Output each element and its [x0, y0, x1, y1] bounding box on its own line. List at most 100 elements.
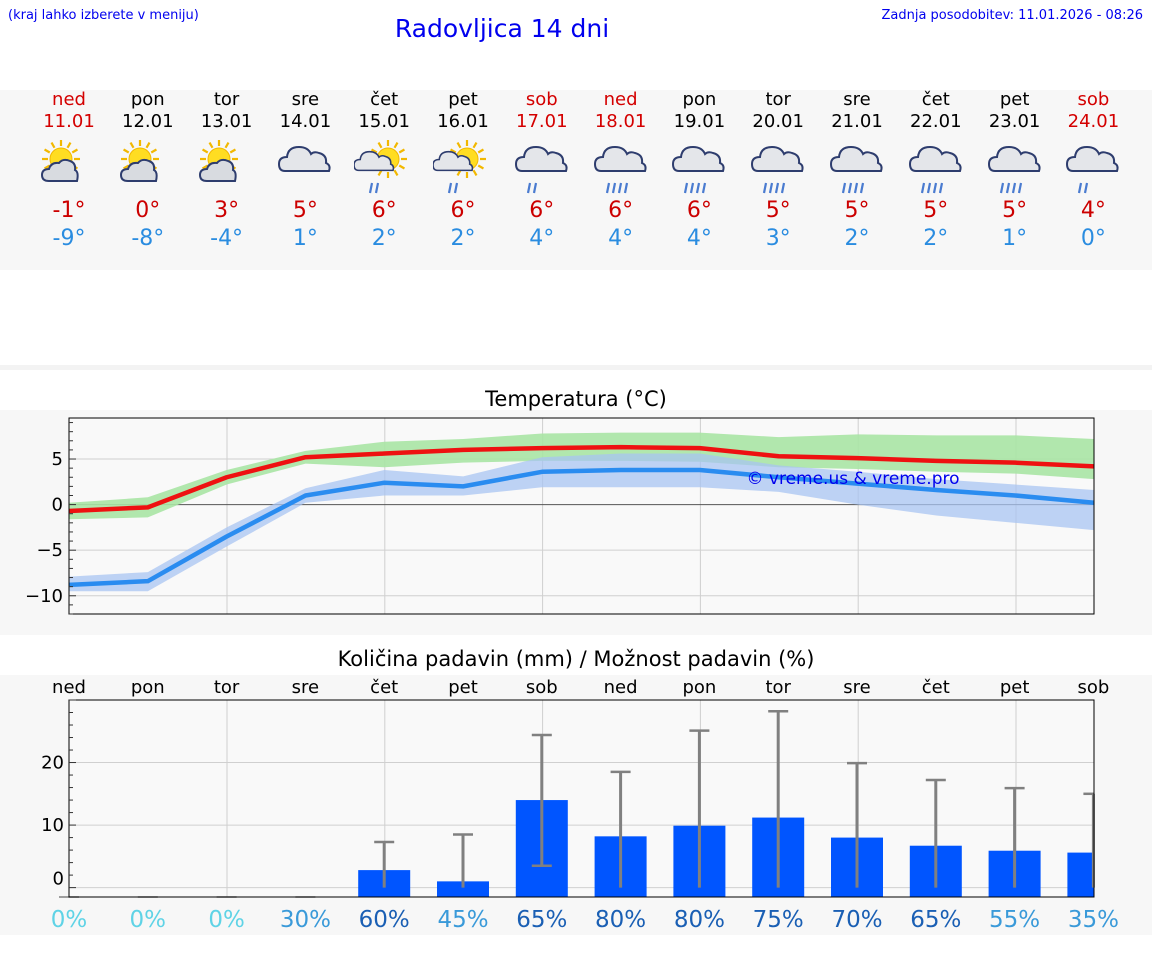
category-label: pon — [131, 677, 165, 698]
max-temp-line — [68, 444, 1095, 514]
category-label: pet — [1000, 677, 1030, 698]
day-date: 11.01 — [43, 111, 95, 132]
temp-max: 5° — [292, 198, 318, 223]
precip-chart-title: Količina padavin (mm) / Možnost padavin … — [337, 647, 815, 671]
min-temp-band — [69, 453, 1094, 592]
precip-chance-label: 80% — [674, 907, 725, 933]
day-name: pet — [999, 89, 1030, 110]
day-date: 14.01 — [279, 111, 332, 132]
day-name: pet — [448, 89, 478, 110]
temp-min: -8° — [131, 226, 165, 251]
temp-min: 1° — [1002, 226, 1028, 251]
day-date: 15.01 — [358, 111, 410, 132]
day-name: čet — [921, 89, 950, 110]
precip-bar — [1067, 852, 1094, 897]
temp-max: 6° — [450, 198, 476, 223]
temp-max: 6° — [371, 198, 397, 223]
precip-chance-label: 0% — [208, 907, 245, 933]
forecast-strip-panel — [0, 90, 1152, 270]
day-date: 22.01 — [910, 111, 962, 132]
y-tick-label: −10 — [25, 586, 63, 607]
divider — [0, 365, 1152, 370]
category-label: sob — [1077, 677, 1109, 698]
precip-chance-label: 30% — [280, 907, 331, 933]
precip-chance-label: 70% — [831, 907, 882, 933]
cloud-light-rain-icon — [514, 145, 568, 194]
y-tick-label: 10 — [41, 815, 64, 836]
temp-max: 3° — [214, 198, 240, 223]
category-label: tor — [765, 677, 791, 698]
day-date: 12.01 — [122, 111, 174, 132]
precip-chance-label: 0% — [51, 907, 88, 933]
cloud-icon — [278, 145, 331, 172]
temp-min: 2° — [450, 226, 476, 251]
cloud-light-rain-icon — [1066, 145, 1119, 194]
watermark: © vreme.us & vreme.pro — [746, 469, 959, 489]
day-date: 16.01 — [437, 111, 489, 132]
y-tick-label: −5 — [36, 540, 63, 561]
temp-max: 6° — [608, 198, 634, 223]
y-tick-label: 0 — [53, 869, 64, 890]
min-temp-line — [68, 467, 1095, 588]
day-date: 20.01 — [752, 111, 804, 132]
temp-chart-title: Temperatura (°C) — [485, 387, 667, 411]
temp-min: 2° — [371, 226, 397, 251]
cloud-rain-icon — [593, 145, 647, 194]
day-name: tor — [765, 89, 791, 110]
sun-cloud-icon — [119, 140, 159, 182]
plot-frame — [68, 699, 1095, 898]
temp-min: 1° — [292, 226, 318, 251]
sun-cloud-icon — [40, 140, 80, 182]
precip-chance-label: 65% — [910, 907, 961, 933]
category-label: čet — [922, 677, 950, 698]
sun-cloud-icon — [198, 140, 238, 182]
day-date: 18.01 — [594, 111, 647, 132]
temp-min: -4° — [210, 226, 244, 251]
category-label: pet — [448, 677, 478, 698]
temp-max: 6° — [686, 198, 712, 223]
temp-min: 4° — [686, 226, 712, 251]
day-date: 17.01 — [516, 111, 568, 132]
cloud-rain-icon — [672, 145, 725, 194]
cloud-rain-icon — [987, 145, 1041, 194]
precip-chance-label: 75% — [753, 907, 804, 933]
temp-max: 0° — [135, 198, 161, 223]
category-label: sob — [526, 677, 558, 698]
category-label: tor — [214, 677, 240, 698]
category-label: ned — [52, 677, 86, 698]
temp-min: 4° — [608, 226, 634, 251]
temp-min: 3° — [765, 226, 791, 251]
day-name: tor — [213, 89, 240, 110]
cloud-rain-icon — [908, 145, 962, 194]
temp-max: 5° — [844, 198, 870, 223]
day-date: 21.01 — [831, 111, 883, 132]
last-update: Zadnja posodobitev: 11.01.2026 - 08:26 — [881, 8, 1143, 23]
category-label: čet — [370, 677, 398, 698]
day-name: ned — [52, 89, 86, 110]
temp-min: 4° — [529, 226, 555, 251]
category-label: sre — [292, 677, 319, 698]
page-title: Radovljica 14 dni — [394, 14, 610, 43]
day-name: pon — [130, 89, 165, 110]
day-name: sre — [843, 89, 871, 110]
temp-max: 5° — [1002, 198, 1028, 223]
precip-chance-label: 55% — [989, 907, 1040, 933]
temp-max: 5° — [923, 198, 949, 223]
category-label: pon — [682, 677, 716, 698]
precip-chance-label: 80% — [595, 907, 646, 933]
precip-chance-label: 45% — [437, 907, 488, 933]
precip-bar — [437, 881, 489, 897]
temp-max: -1° — [52, 198, 86, 223]
day-name: sob — [525, 89, 558, 110]
temp-min: 0° — [1080, 226, 1106, 251]
temp-max: 4° — [1080, 198, 1106, 223]
y-tick-label: 20 — [41, 753, 64, 774]
precip-chance-label: 0% — [130, 907, 167, 933]
temp-max: 5° — [765, 198, 791, 223]
day-name: sob — [1077, 89, 1110, 110]
cloud-rain-icon — [751, 145, 804, 194]
temp-max: 6° — [529, 198, 555, 223]
temp-min: -9° — [52, 226, 86, 251]
